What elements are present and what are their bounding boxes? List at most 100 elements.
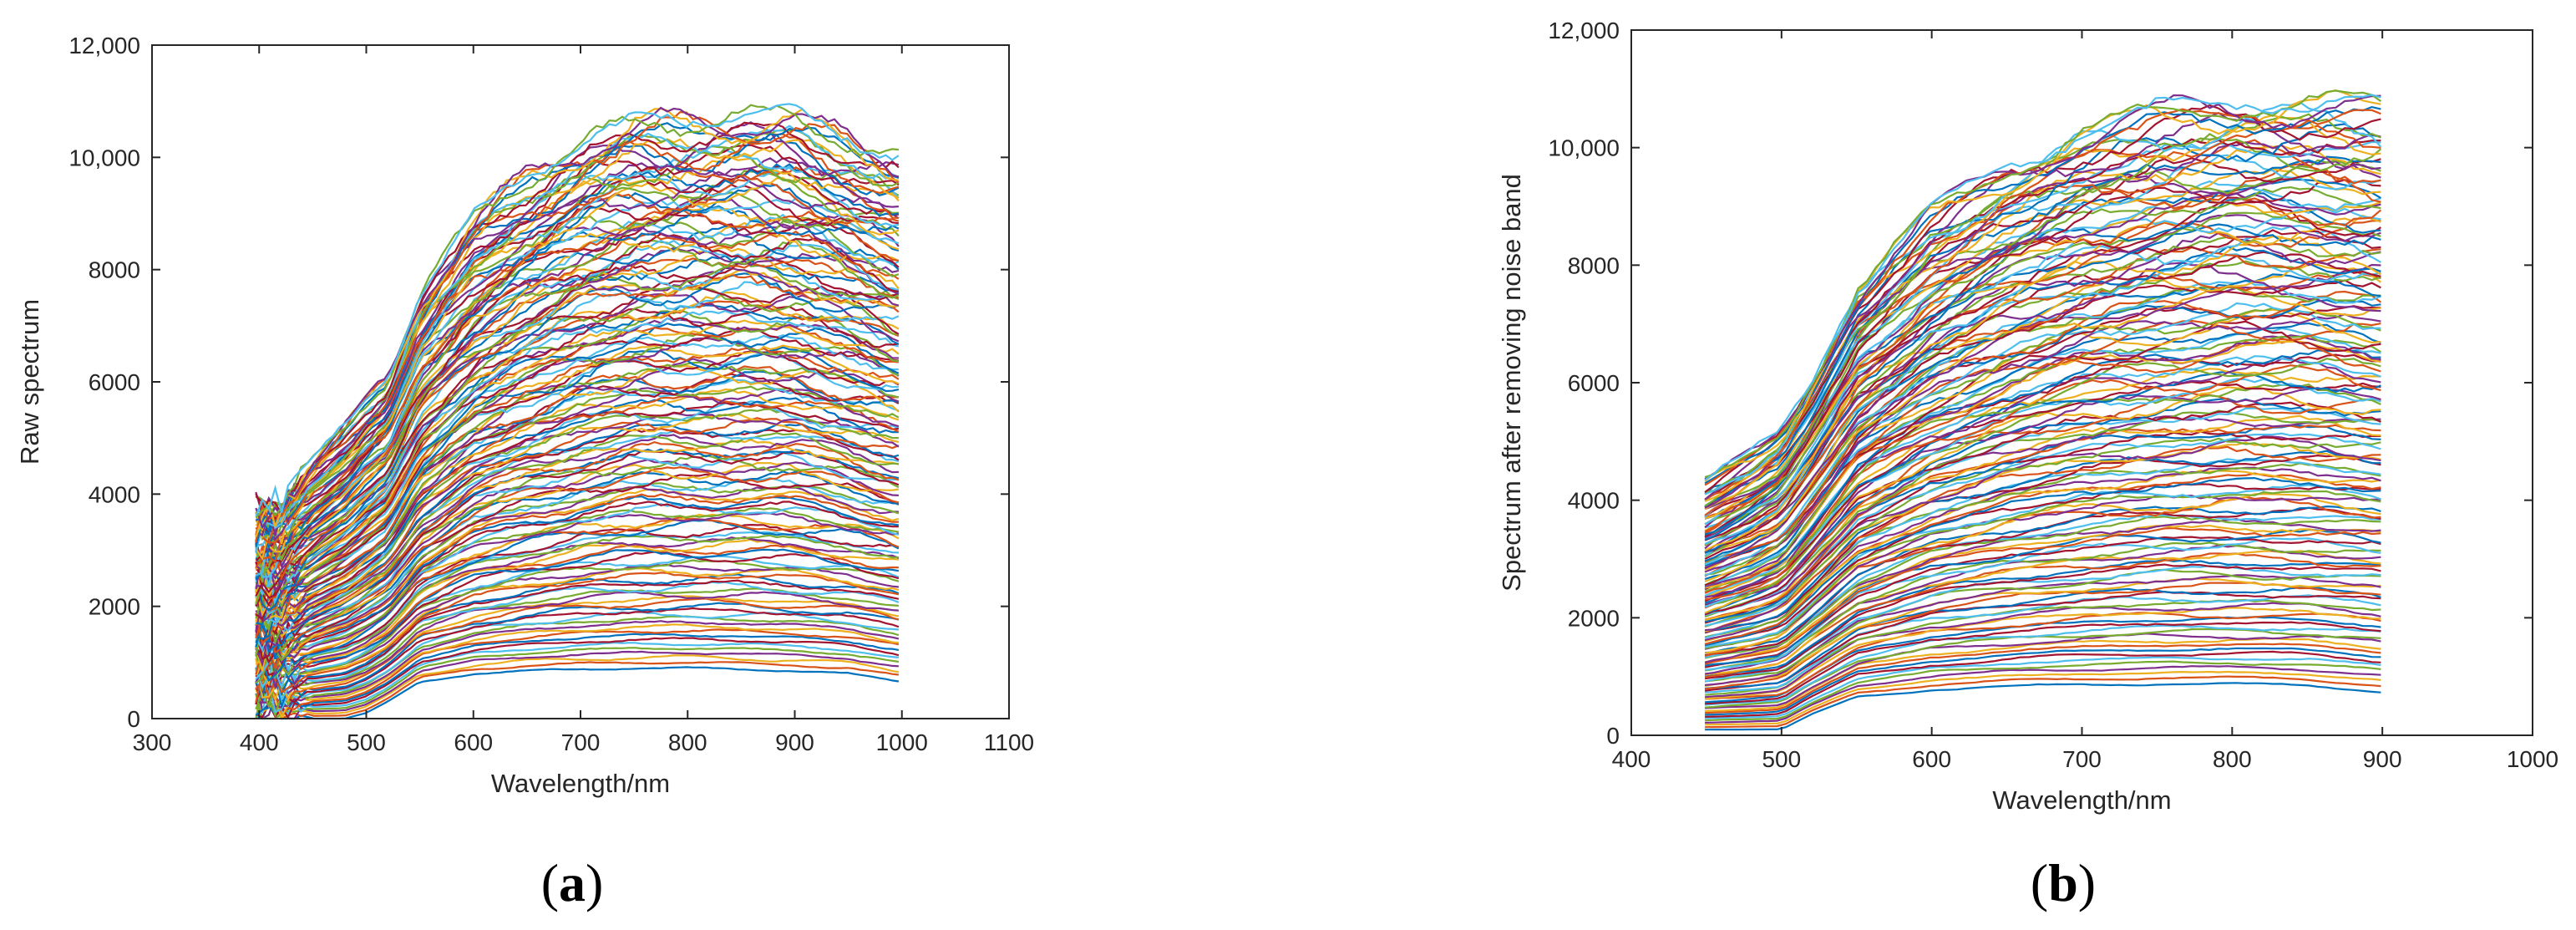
x-tick-label: 600: [454, 729, 493, 755]
series-line-25: [255, 563, 900, 694]
series-line-52: [255, 461, 900, 666]
series-line-65: [1704, 424, 2381, 621]
y-tick-label: 12,000: [68, 33, 140, 58]
series-line-129: [1704, 198, 2381, 526]
series-line-35: [255, 523, 900, 677]
series-line-83: [1704, 355, 2381, 597]
series-line-58: [255, 440, 900, 645]
x-tick-label: 400: [240, 729, 279, 755]
series-line-17: [1705, 607, 2381, 700]
series-line-3: [1705, 670, 2381, 726]
x-tick-label: 1000: [876, 729, 928, 755]
series-line-80: [1704, 368, 2381, 599]
x-tick-label: 400: [1612, 746, 1651, 772]
series-line-92: [255, 322, 900, 612]
series-line-155: [1704, 105, 2381, 485]
series-line-21: [255, 579, 900, 705]
series-line-7: [255, 637, 900, 719]
series-line-43: [255, 495, 900, 673]
series-line-133: [255, 183, 900, 546]
x-tick-label: 700: [2062, 746, 2102, 772]
series-line-93: [1704, 319, 2381, 577]
series-line-9: [255, 628, 900, 718]
series-line-6: [1705, 656, 2381, 719]
panel-b-caption-letter: b: [2048, 853, 2078, 912]
panel-b-chart: 400 500 600 700 800 900 1000 0 2000 4000 6000 8000 1…: [1497, 18, 2558, 912]
panel-a-x-axis-label: Wavelength/nm: [491, 769, 670, 798]
series-line-7: [1705, 650, 2381, 718]
series-line-3: [255, 654, 900, 720]
panel-a-ticks: 300 400 500 600 700 800 900 1000 1100 0 2000 4000 60…: [68, 33, 1034, 755]
panel-a-caption: (a): [541, 853, 604, 912]
series-line-2: [255, 661, 900, 720]
series-line-138: [255, 170, 899, 541]
series-line-76: [255, 379, 900, 623]
series-line-31: [255, 538, 900, 687]
y-tick-label: 4000: [89, 481, 140, 507]
series-line-140: [1704, 157, 2381, 508]
series-line-20: [1705, 594, 2381, 694]
series-line-12: [255, 615, 900, 719]
series-line-87: [255, 344, 900, 617]
x-tick-label: 800: [668, 729, 707, 755]
series-line-46: [1704, 494, 2381, 650]
x-tick-label: 800: [2213, 746, 2252, 772]
series-line-8: [255, 633, 900, 716]
series-line-40: [255, 507, 900, 684]
panel-a-chart: 300 400 500 600 700 800 900 1000 1100 0 2000 4000 60…: [15, 33, 1034, 912]
series-line-72: [255, 394, 900, 639]
series-line-37: [1704, 526, 2381, 665]
x-tick-label: 500: [347, 729, 386, 755]
series-line-72: [1704, 392, 2381, 609]
series-line-114: [1704, 246, 2381, 546]
series-line-11: [1705, 633, 2381, 709]
series-line-18: [1704, 602, 2381, 699]
x-tick-label: 900: [775, 729, 814, 755]
series-line-85: [1704, 349, 2381, 590]
panel-b-ticks: 400 500 600 700 800 900 1000 0 2000 4000 6000 8000 1…: [1548, 18, 2558, 772]
series-line-137: [1704, 160, 2381, 511]
series-line-159: [1704, 89, 2382, 479]
series-line-109: [1704, 262, 2381, 553]
series-line-61: [1704, 437, 2381, 628]
series-line-1: [1705, 682, 2381, 731]
series-line-71: [255, 396, 899, 641]
series-line-108: [1704, 263, 2382, 554]
series-line-95: [1704, 313, 2381, 573]
series-line-124: [1704, 211, 2381, 536]
x-tick-label: 900: [2363, 746, 2402, 772]
series-line-43: [1705, 505, 2381, 654]
series-line-47: [1704, 490, 2381, 649]
series-line-50: [1704, 476, 2381, 647]
y-tick-label: 4000: [1568, 488, 1620, 514]
y-tick-label: 2000: [1568, 605, 1620, 631]
series-line-8: [1705, 647, 2381, 716]
series-line-160: [255, 103, 900, 517]
series-line-30: [1704, 552, 2381, 678]
series-line-97: [1704, 302, 2381, 577]
series-line-125: [1704, 207, 2381, 529]
series-line-94: [255, 319, 900, 604]
series-line-77: [1704, 380, 2381, 602]
series-line-115: [255, 246, 900, 562]
panel-b-y-axis-label: Spectrum after removing noise band: [1497, 174, 1526, 592]
series-line-16: [1705, 612, 2381, 700]
series-line-160: [1704, 94, 2381, 481]
series-line-156: [255, 110, 900, 536]
y-tick-label: 8000: [1568, 252, 1620, 278]
series-line-74: [1704, 387, 2381, 606]
series-line-78: [256, 370, 900, 626]
series-line-26: [1704, 568, 2381, 683]
series-line-107: [1704, 269, 2381, 555]
series-line-13: [1705, 624, 2381, 706]
series-line-10: [255, 623, 899, 719]
series-line-23: [255, 572, 900, 703]
series-line-49: [1704, 483, 2381, 646]
series-line-29: [1704, 558, 2381, 678]
series-line-84: [255, 350, 900, 621]
series-line-114: [256, 257, 900, 570]
series-line-120: [1704, 223, 2381, 541]
series-line-113: [1704, 245, 2381, 554]
y-tick-label: 6000: [89, 369, 140, 395]
